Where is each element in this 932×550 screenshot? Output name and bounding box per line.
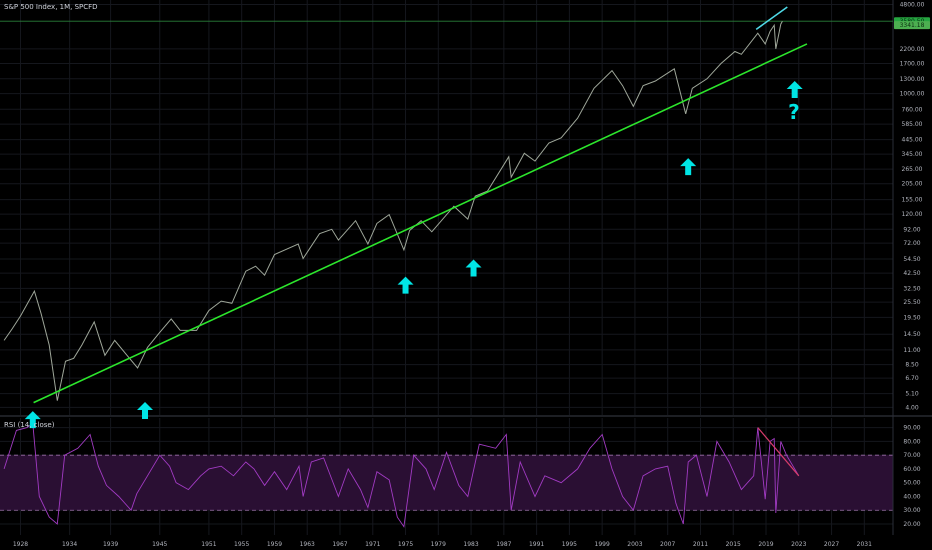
price-tick-label: 155.00 <box>902 197 923 204</box>
price-tick-label: 2200.00 <box>900 46 925 53</box>
annotations: ? <box>24 80 803 429</box>
chart-title: S&P 500 Index, 1M, SPCFD <box>4 3 98 11</box>
rsi-series-line <box>3 422 800 528</box>
support-trendline[interactable] <box>33 43 808 404</box>
price-tick-label: 25.50 <box>903 299 920 306</box>
price-tick-label: 120.00 <box>902 211 923 218</box>
time-tick-label: 1963 <box>300 541 315 548</box>
price-tick-label: 585.00 <box>902 121 923 128</box>
price-tick-label: 11.00 <box>903 347 920 354</box>
time-axis-labels: 1928 1934 1939 1945 1951 1955 1959 1963 1967 1971… <box>13 541 872 548</box>
time-tick-label: 2023 <box>791 541 806 548</box>
rsi-tick-label: 40.00 <box>903 493 920 500</box>
time-tick-label: 2019 <box>758 541 773 548</box>
rsi-title: RSI (14, close) <box>4 421 55 429</box>
time-tick-label: 2015 <box>726 541 741 548</box>
time-tick-label: 1934 <box>62 541 77 548</box>
up-arrow-icon[interactable] <box>397 276 414 294</box>
price-tick-label: 265.00 <box>902 166 923 173</box>
up-arrow-icon[interactable] <box>786 80 803 98</box>
time-tick-label: 1983 <box>463 541 478 548</box>
rsi-band-fill <box>0 455 893 511</box>
rsi-trendline[interactable] <box>757 427 800 477</box>
price-series-line <box>3 20 783 401</box>
price-tags: 3580.503341.18 <box>894 17 930 30</box>
rsi-tick-label: 20.00 <box>903 521 920 528</box>
time-tick-label: 1928 <box>13 541 28 548</box>
price-tick-label: 19.50 <box>903 314 920 321</box>
time-tick-label: 1939 <box>103 541 118 548</box>
price-tick-label: 92.00 <box>903 226 920 233</box>
price-tick-label: 32.50 <box>903 285 920 292</box>
time-tick-label: 2027 <box>824 541 839 548</box>
rsi-axis-labels: 90.00 80.00 70.00 60.00 50.00 40.00 30.00 20.00 <box>903 425 920 528</box>
up-arrow-icon[interactable] <box>137 401 154 419</box>
time-tick-label: 1971 <box>365 541 380 548</box>
rsi-tick-label: 80.00 <box>903 438 920 445</box>
price-tick-label: 1000.00 <box>900 91 925 98</box>
time-tick-label: 1995 <box>562 541 577 548</box>
time-tick-label: 1951 <box>201 541 216 548</box>
price-tick-label: 4800.00 <box>900 2 925 9</box>
time-tick-label: 1999 <box>595 541 610 548</box>
price-tick-label: 205.00 <box>902 181 923 188</box>
price-tick-label: 14.50 <box>903 331 920 338</box>
time-tick-label: 1975 <box>398 541 413 548</box>
price-tick-label: 72.00 <box>903 240 920 247</box>
price-axis-labels: 4.00 5.10 6.70 8.50 11.00 14.50 19.50 25.50 32.5… <box>900 2 925 412</box>
price-grid <box>0 0 893 415</box>
up-arrow-icon[interactable] <box>680 158 697 176</box>
price-tick-label: 54.50 <box>903 256 920 263</box>
time-tick-label: 1979 <box>431 541 446 548</box>
rsi-tick-label: 70.00 <box>903 452 920 459</box>
time-tick-label: 2007 <box>660 541 675 548</box>
price-tick-label: 6.70 <box>905 375 919 382</box>
time-tick-label: 2031 <box>857 541 872 548</box>
time-tick-label: 1967 <box>332 541 347 548</box>
up-arrow-icon[interactable] <box>465 259 482 277</box>
price-tag: 3341.18 <box>894 21 930 30</box>
rsi-tick-label: 50.00 <box>903 480 920 487</box>
time-tick-label: 2011 <box>693 541 708 548</box>
time-tick-label: 1945 <box>152 541 167 548</box>
resistance-trendline[interactable] <box>755 6 788 31</box>
rsi-tick-label: 30.00 <box>903 507 920 514</box>
price-tick-label: 8.50 <box>905 362 919 369</box>
price-tick-label: 42.50 <box>903 270 920 277</box>
price-tick-label: 4.00 <box>905 404 919 411</box>
question-mark-annotation[interactable]: ? <box>788 100 800 124</box>
price-tick-label: 345.00 <box>902 151 923 158</box>
price-tick-label: 445.00 <box>902 137 923 144</box>
up-arrow-icon[interactable] <box>24 411 41 429</box>
price-tick-label: 1300.00 <box>900 76 925 83</box>
price-tag-label: 3341.18 <box>900 22 925 29</box>
time-tick-label: 1991 <box>529 541 544 548</box>
price-tick-label: 5.10 <box>905 391 919 398</box>
price-tick-label: 1700.00 <box>900 61 925 68</box>
time-tick-label: 1959 <box>267 541 282 548</box>
time-tick-label: 1987 <box>496 541 511 548</box>
rsi-tick-label: 90.00 <box>903 425 920 432</box>
price-tick-label: 760.00 <box>902 106 923 113</box>
rsi-tick-label: 60.00 <box>903 466 920 473</box>
time-tick-label: 2003 <box>627 541 642 548</box>
time-tick-label: 1955 <box>234 541 249 548</box>
